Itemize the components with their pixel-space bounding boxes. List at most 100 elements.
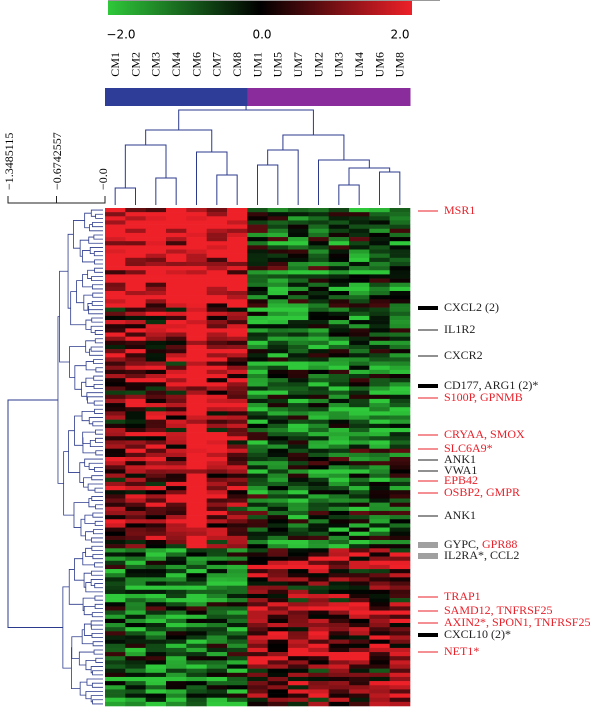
heatmap-cell: [267, 378, 289, 383]
heatmap-cell: [105, 552, 126, 557]
heatmap-cell: [328, 664, 350, 669]
heatmap-cell: [389, 303, 411, 308]
heatmap-cell: [267, 623, 289, 628]
heatmap-cell: [288, 494, 309, 499]
heatmap-cell: [308, 457, 329, 462]
heatmap-cell: [247, 469, 268, 474]
heatmap-cell: [267, 303, 289, 308]
heatmap-cell: [145, 477, 167, 483]
heatmap-cell: [186, 374, 207, 379]
heatmap-cell: [267, 676, 289, 682]
heatmap-cell: [267, 241, 289, 246]
heatmap-cell: [349, 515, 370, 520]
heatmap-cell: [267, 320, 289, 325]
heatmap-cell: [105, 365, 126, 371]
row-dendrogram: [85, 659, 96, 671]
heatmap-cell: [349, 216, 370, 221]
heatmap-cell: [227, 631, 248, 636]
heatmap-cell: [389, 548, 411, 553]
gene-label: OSBP2, GMPR: [444, 485, 520, 499]
heatmap-cell: [369, 639, 390, 645]
heatmap-cell: [328, 457, 350, 462]
heatmap-cell: [206, 573, 228, 578]
heatmap-cell: [328, 701, 350, 707]
heatmap-cell: [389, 432, 411, 437]
heatmap-cell: [267, 614, 289, 620]
heatmap-cell: [247, 540, 268, 545]
heatmap-cell: [227, 386, 248, 391]
row-dendrogram: [92, 292, 103, 298]
heatmap-cell: [288, 477, 309, 483]
heatmap-cell: [206, 291, 228, 296]
heatmap-cell: [145, 606, 167, 611]
heatmap-cell: [125, 623, 146, 628]
heatmap-cell: [267, 535, 289, 541]
heatmap-cell: [308, 311, 329, 317]
heatmap-cell: [349, 589, 370, 595]
heatmap-cell: [247, 232, 268, 238]
heatmap-cell: [288, 440, 309, 445]
heatmap-cell: [349, 510, 370, 516]
heatmap-cell: [328, 556, 350, 562]
heatmap-cell: [328, 320, 350, 325]
heatmap-cell: [267, 498, 289, 503]
heatmap-cell: [186, 452, 207, 458]
heatmap-cell: [308, 440, 329, 445]
heatmap-cell: [267, 274, 289, 279]
heatmap-cell: [328, 432, 350, 437]
heatmap-cell: [206, 407, 228, 412]
heatmap-cell: [288, 510, 309, 516]
heatmap-cell: [227, 440, 248, 445]
heatmap-cell: [166, 286, 187, 292]
gene-label-part: AXIN2*, SPON1, TNFRSF25: [444, 615, 590, 629]
heatmap-cell: [186, 220, 207, 225]
heatmap-cell: [389, 415, 411, 420]
heatmap-cell: [389, 270, 411, 275]
heatmap-cell: [389, 647, 411, 653]
heatmap-cell: [267, 506, 289, 512]
heatmap-cell: [166, 274, 187, 279]
scale-label: −1.3485115: [2, 133, 16, 190]
heatmap-cell: [349, 498, 370, 503]
row-dendrogram: [94, 259, 103, 265]
heatmap-cell: [206, 208, 228, 213]
heatmap-cell: [267, 593, 289, 599]
heatmap-cell: [349, 506, 370, 512]
scale-label: −0.0: [96, 168, 110, 190]
heatmap-cell: [328, 261, 350, 267]
heatmap-cell: [227, 303, 248, 308]
heatmap-cell: [227, 349, 248, 354]
row-dendrogram: [92, 421, 103, 427]
heatmap-cell: [247, 652, 268, 657]
heatmap-cell: [369, 473, 390, 479]
heatmap-cell: [206, 390, 228, 396]
heatmap-cell: [389, 361, 411, 366]
heatmap-cell: [349, 560, 370, 566]
heatmap-cell: [349, 444, 370, 449]
heatmap-cell: [125, 394, 146, 400]
heatmap-cell: [206, 697, 228, 703]
heatmap-cell: [308, 556, 329, 562]
heatmap-cell: [369, 544, 390, 549]
heatmap-cell: [308, 257, 329, 263]
heatmap-cell: [206, 519, 228, 524]
heatmap-cell: [308, 469, 329, 474]
heatmap-cell: [145, 510, 167, 516]
heatmap-cell: [369, 519, 390, 524]
heatmap-cell: [186, 523, 207, 528]
heatmap-cell: [349, 349, 370, 354]
heatmap-cell: [145, 627, 167, 632]
heatmap-cell: [125, 266, 146, 271]
heatmap-cell: [206, 602, 228, 607]
heatmap-cell: [125, 452, 146, 458]
heatmap-cell: [186, 216, 207, 221]
heatmap-cell: [125, 245, 146, 250]
heatmap-cell: [105, 664, 126, 669]
gene-label-part: S100P, GPNMB: [444, 390, 523, 404]
heatmap-cell: [105, 515, 126, 520]
heatmap-cell: [328, 332, 350, 337]
heatmap-cell: [328, 552, 350, 557]
heatmap-cell: [288, 249, 309, 254]
heatmap-cell: [349, 564, 370, 570]
heatmap-cell: [288, 548, 309, 553]
